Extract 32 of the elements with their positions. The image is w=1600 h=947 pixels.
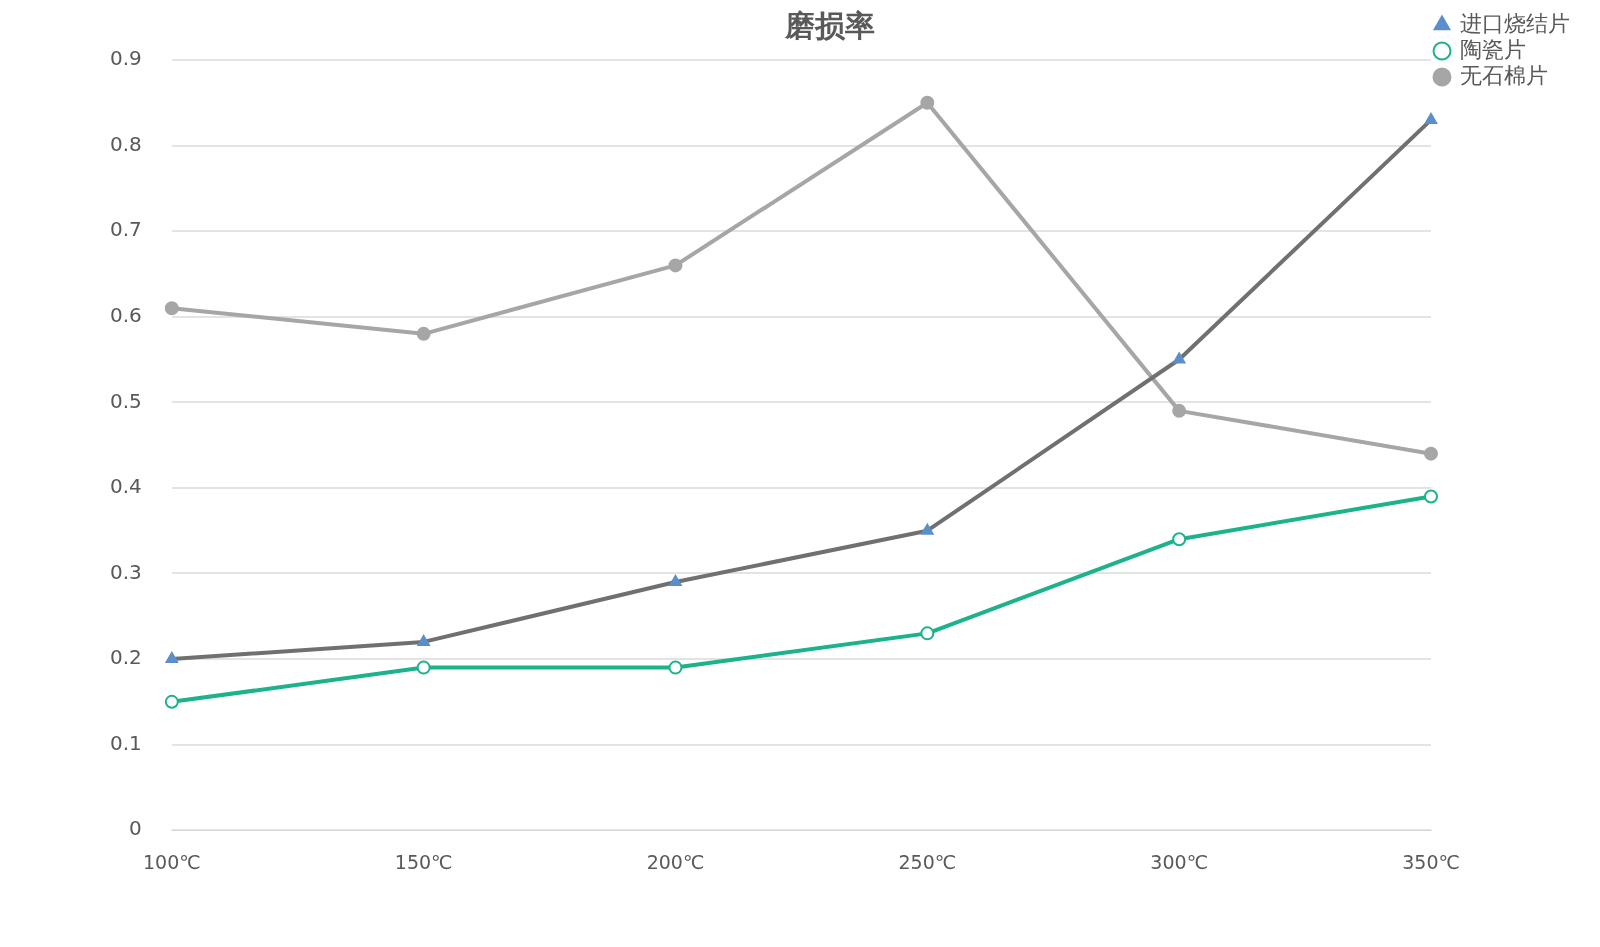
point: [668, 258, 683, 273]
y-tick-label: 0.7: [109, 217, 142, 242]
x-tick-label: 250℃: [898, 850, 957, 873]
x-tick-label: 200℃: [646, 850, 705, 873]
x-tick-label: 300℃: [1150, 850, 1208, 873]
legend-label: 陶瓷片: [1460, 36, 1526, 62]
x-tick-label: 350℃: [1402, 850, 1460, 873]
point: [668, 660, 683, 675]
y-tick-label: 0.3: [109, 559, 142, 584]
y-tick-label: 0: [129, 816, 142, 841]
point: [920, 626, 935, 641]
point: [164, 694, 179, 709]
y-tick-label: 0.2: [109, 645, 142, 670]
point: [1424, 489, 1438, 504]
legend-label: 进口烧结片: [1460, 10, 1570, 36]
y-tick-label: 0.4: [109, 474, 142, 499]
y-tick-label: 0.8: [109, 131, 142, 156]
point: [416, 660, 431, 675]
point: [1172, 532, 1187, 547]
point: [416, 326, 431, 341]
chart-title: 磨损率: [784, 7, 875, 43]
y-tick-label: 0.6: [109, 302, 142, 327]
legend-label: 无石棉片: [1460, 62, 1548, 88]
y-tick-label: 0.5: [109, 388, 142, 413]
point: [920, 95, 935, 110]
x-tick-label: 150℃: [394, 850, 453, 873]
point: [164, 301, 179, 316]
y-tick-label: 0.9: [109, 46, 142, 71]
y-tick-label: 0.1: [109, 730, 142, 755]
point: [1172, 403, 1187, 418]
point: [1424, 446, 1438, 461]
x-tick-label: 100℃: [143, 850, 201, 873]
